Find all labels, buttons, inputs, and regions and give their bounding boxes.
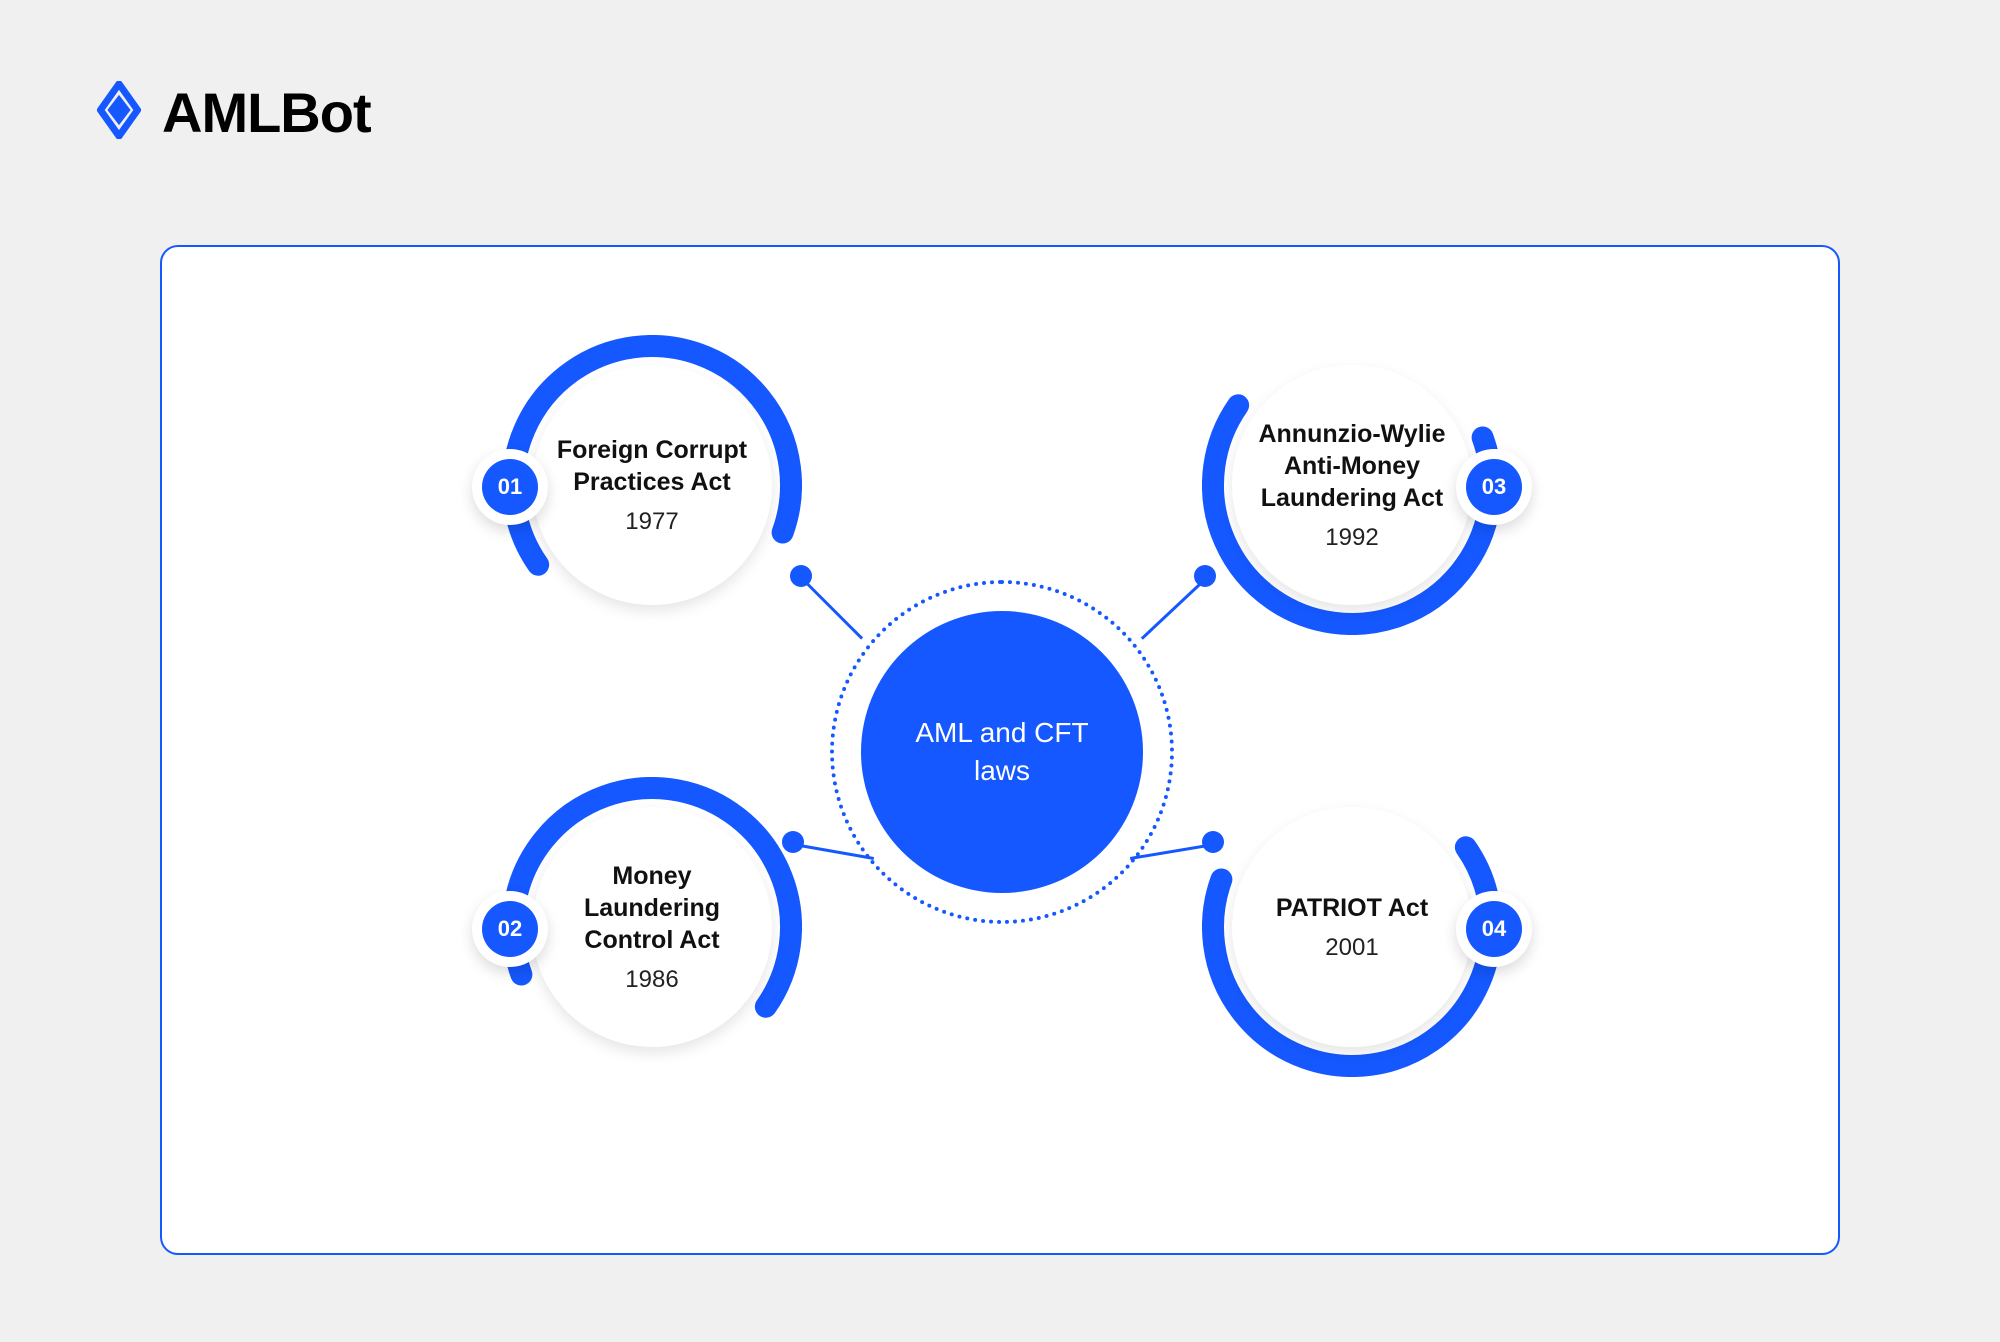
node-title: Annunzio-WylieAnti-MoneyLaundering Act (1258, 418, 1445, 514)
node-year: 1992 (1325, 524, 1378, 552)
node-inner: PATRIOT Act 2001 (1232, 807, 1472, 1047)
diagram-panel: AML and CFTlaws Foreign CorruptPractices… (160, 245, 1840, 1255)
node-title: PATRIOT Act (1276, 892, 1428, 924)
center-hub: AML and CFTlaws (861, 611, 1143, 893)
connector-dot (1194, 565, 1216, 587)
node-year: 2001 (1325, 934, 1378, 962)
brand-logo: AMLBot (90, 80, 371, 145)
node-title: Foreign CorruptPractices Act (557, 434, 747, 498)
aml-cft-diagram: AML and CFTlaws Foreign CorruptPractices… (162, 247, 1838, 1253)
connector-dot (1202, 831, 1224, 853)
connector-line (1141, 577, 1207, 639)
node-title: MoneyLaunderingControl Act (584, 860, 720, 956)
brand-name: AMLBot (162, 80, 371, 145)
node-inner: MoneyLaunderingControl Act 1986 (532, 807, 772, 1047)
node-year: 1977 (625, 508, 678, 536)
connector-dot (790, 565, 812, 587)
node-number: 04 (1466, 901, 1522, 957)
node-inner: Annunzio-WylieAnti-MoneyLaundering Act 19… (1232, 365, 1472, 605)
node-number: 03 (1466, 459, 1522, 515)
law-node-03: Annunzio-WylieAnti-MoneyLaundering Act 19… (1202, 335, 1502, 635)
node-inner: Foreign CorruptPractices Act 1977 (532, 365, 772, 605)
connector-dot (782, 831, 804, 853)
law-node-02: MoneyLaunderingControl Act198602 (502, 777, 802, 1077)
node-number: 01 (482, 459, 538, 515)
node-number-badge: 04 (1456, 891, 1532, 967)
law-node-01: Foreign CorruptPractices Act197701 (502, 335, 802, 635)
law-node-04: PATRIOT Act200104 (1202, 777, 1502, 1077)
node-number-badge: 02 (472, 891, 548, 967)
logo-icon (90, 81, 148, 144)
node-year: 1986 (625, 966, 678, 994)
node-number-badge: 01 (472, 449, 548, 525)
node-number: 02 (482, 901, 538, 957)
connector-line (801, 577, 863, 639)
node-number-badge: 03 (1456, 449, 1532, 525)
